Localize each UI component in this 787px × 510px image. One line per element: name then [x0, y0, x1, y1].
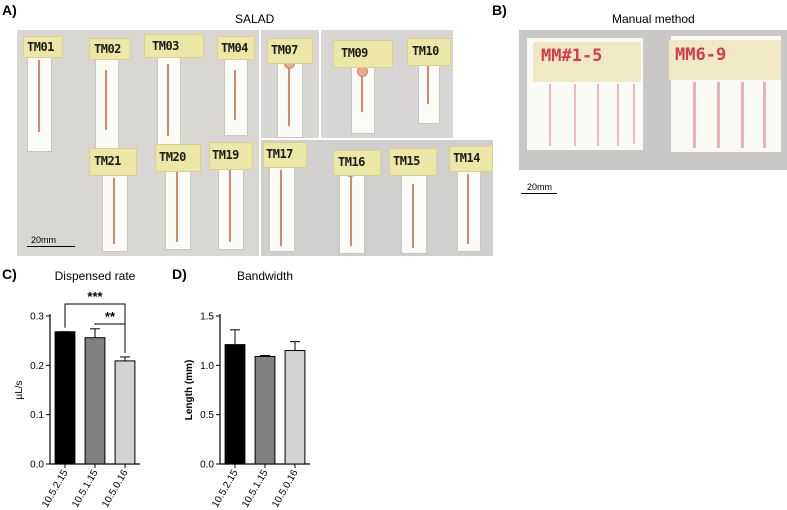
y-tick-label: 1.0 [200, 361, 214, 372]
strip-label-tm09: TM09 [341, 46, 368, 60]
scale-bar-a [27, 246, 75, 247]
y-tick-label: 0.2 [30, 361, 44, 372]
y-tick-label: 1.5 [200, 312, 214, 323]
strip-label-tm04: TM04 [221, 41, 248, 55]
salad-photo-left: TM01 TM02 TM03 TM04 TM21 TM20 TM19 20mm [17, 30, 259, 256]
x-tick-label: 10.5.1.15 [70, 468, 101, 510]
significance-label: *** [87, 289, 103, 304]
chart-title: Dispensed rate [55, 269, 136, 283]
bar [254, 355, 276, 465]
salad-photo-right-bottom: TM17 TM16 TM15 TM14 [261, 140, 493, 256]
strip-label-tm15: TM15 [393, 154, 420, 168]
y-tick-label: 0.1 [30, 410, 44, 421]
panel-d-letter: D) [172, 266, 187, 282]
strip-label-tm14: TM14 [453, 151, 480, 165]
scale-label-b: 20mm [527, 182, 553, 192]
bar [54, 331, 76, 465]
strip-label-tm03: TM03 [152, 39, 179, 53]
scale-bar-b [521, 193, 557, 194]
panel-b-title: Manual method [612, 12, 695, 26]
scale-label-a: 20mm [31, 235, 57, 245]
manual-method-photo: MM#1-5 MM6-9 [519, 30, 787, 170]
chart-title: Bandwidth [237, 269, 293, 283]
panel-c-letter: C) [2, 266, 17, 282]
y-tick-label: 0.0 [30, 460, 44, 471]
salad-photo-right-top: TM07 TM09 TM10 [261, 30, 453, 138]
y-axis-label: Length (mm) [184, 360, 195, 421]
strip-label-tm02: TM02 [94, 42, 121, 56]
bar [284, 350, 306, 465]
x-tick-label: 10.5.2.15 [40, 468, 71, 510]
bar [114, 360, 136, 465]
strip-label-tm21: TM21 [94, 154, 121, 168]
significance-label: ** [105, 309, 116, 324]
panel-a-title: SALAD [235, 12, 275, 26]
strip-label-tm16: TM16 [338, 155, 365, 169]
strip-label-tm19: TM19 [212, 148, 239, 162]
panel-b-letter: B) [492, 2, 507, 18]
strip-label-tm01: TM01 [27, 40, 54, 54]
x-tick-label: 10.5.0.16 [100, 468, 131, 510]
y-tick-label: 0.3 [30, 312, 44, 323]
manual-label-mm1-5: MM#1-5 [541, 46, 603, 66]
y-axis-label: µL/s [14, 380, 25, 399]
bandwidth-chart: Bandwidth Length (mm) 0.0 0.5 1.0 1.5 10.5.2.1… [184, 269, 310, 510]
strip-label-tm10: TM10 [412, 44, 439, 58]
manual-label-mm6-9: MM6-9 [675, 45, 727, 65]
strip-label-tm07: TM07 [271, 43, 298, 57]
strip-label-tm17: TM17 [266, 147, 293, 161]
x-tick-label: 10.5.0.16 [270, 468, 301, 510]
bar [84, 337, 106, 465]
y-tick-label: 0.0 [200, 460, 214, 471]
y-tick-label: 0.5 [200, 410, 214, 421]
panel-a-letter: A) [2, 2, 17, 18]
strip-label-tm20: TM20 [159, 150, 186, 164]
x-tick-label: 10.5.2.15 [210, 468, 241, 510]
significance-bracket [94, 323, 126, 353]
x-tick-label: 10.5.1.15 [240, 468, 271, 510]
bar [224, 344, 246, 465]
